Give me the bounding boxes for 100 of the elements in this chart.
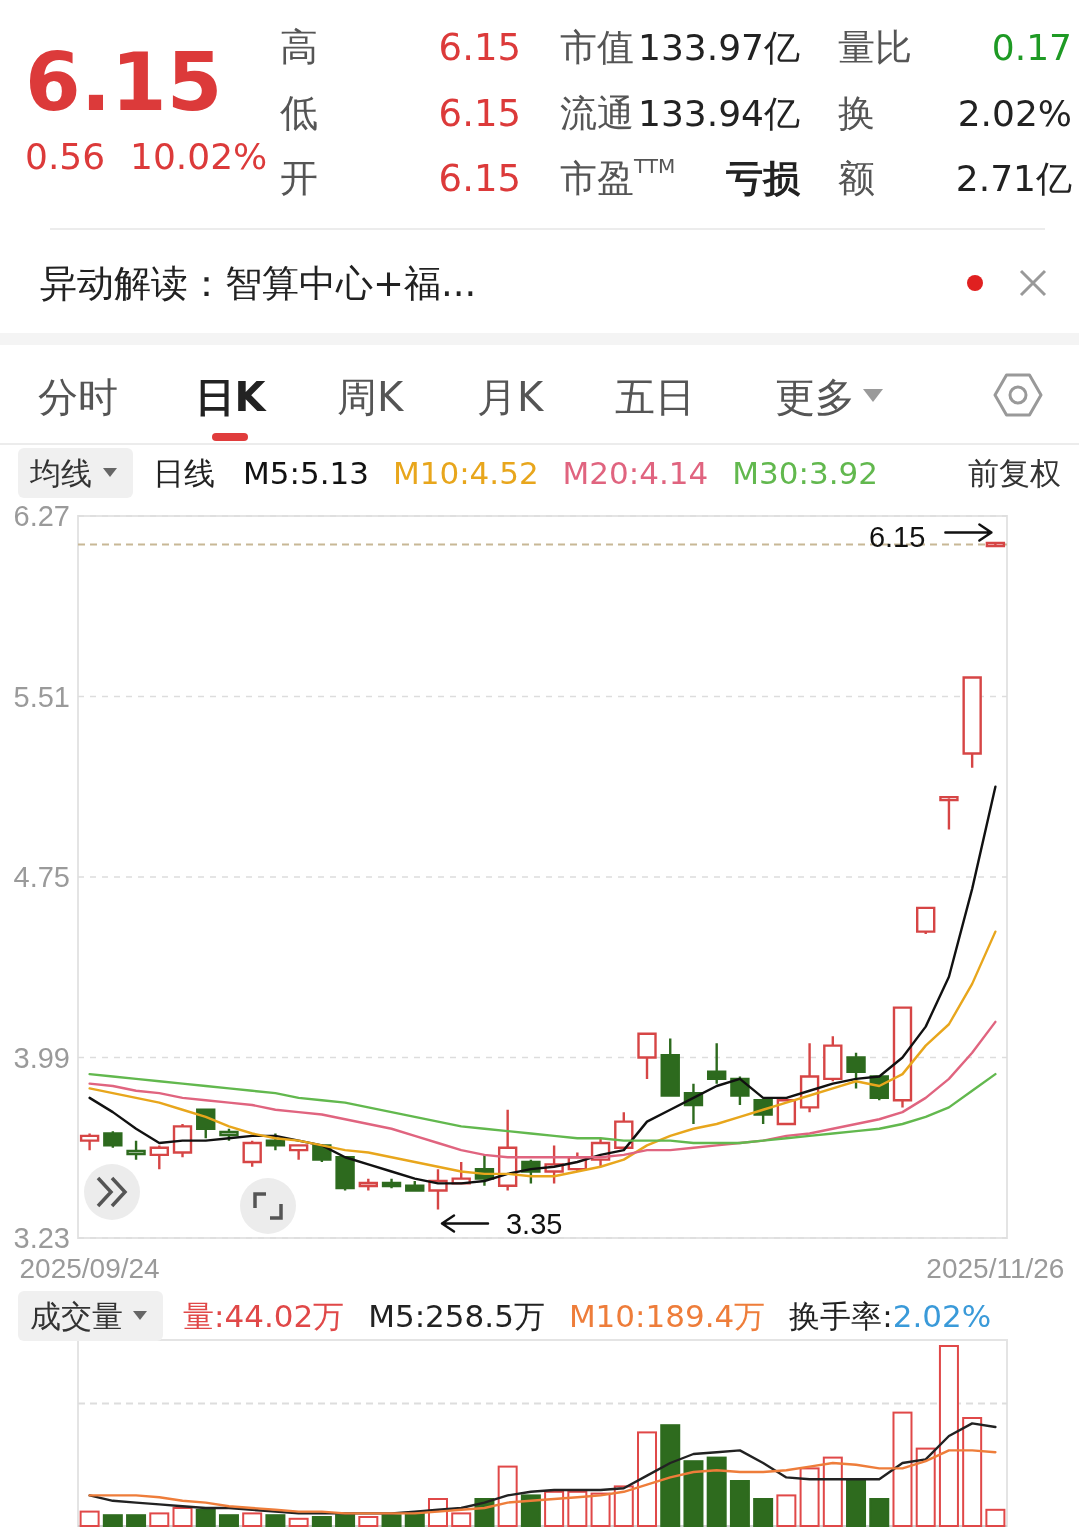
bar <box>218 1514 239 1527</box>
text: 分时 <box>38 374 118 420</box>
bar <box>753 1498 774 1527</box>
line-series <box>88 930 997 1178</box>
y-tick-label: 4.75 <box>13 861 70 893</box>
candlestick <box>335 1156 355 1192</box>
text: 日K <box>194 374 268 420</box>
candlestick <box>381 1177 402 1190</box>
legend-title: 均线 <box>29 455 92 491</box>
text: 开 <box>280 156 318 200</box>
bar <box>985 1508 1006 1527</box>
annotation: 6.15 <box>868 520 926 553</box>
bar <box>242 1512 263 1527</box>
bar <box>451 1512 472 1527</box>
chart-title: 成交量 <box>30 1298 123 1334</box>
bar <box>822 1456 843 1527</box>
candlestick <box>637 1032 657 1081</box>
text: 高 <box>280 25 318 69</box>
text: M30:3.92 <box>732 455 878 491</box>
bar <box>288 1517 309 1527</box>
x-tick-label: 2025/11/26 <box>926 1252 1065 1284</box>
candlestick <box>172 1122 193 1159</box>
bar <box>892 1411 913 1527</box>
text: M10:4.52 <box>392 455 539 491</box>
bar <box>335 1514 356 1527</box>
bar <box>265 1514 286 1527</box>
text: 低 <box>280 91 318 135</box>
line-series <box>88 1020 997 1159</box>
y-tick-label: 3.23 <box>13 1222 70 1254</box>
y-tick-label: 6.27 <box>13 500 70 532</box>
bar <box>915 1447 936 1527</box>
text: 2.02% <box>957 92 1072 134</box>
text: 10.02% <box>130 135 268 177</box>
bar <box>497 1465 518 1527</box>
candlestick <box>962 676 982 769</box>
bar <box>102 1514 123 1527</box>
candlestick <box>126 1139 146 1161</box>
text: 更多 <box>775 374 855 420</box>
bar <box>79 1510 100 1527</box>
candlestick <box>939 795 959 831</box>
candlestick <box>660 1037 680 1097</box>
text: 6.15 <box>438 25 521 69</box>
bar <box>149 1512 170 1527</box>
candlestick <box>916 906 936 936</box>
text: 0.56 <box>25 135 106 177</box>
bar <box>869 1498 890 1527</box>
x-tick-label: 2025/09/24 <box>19 1252 160 1284</box>
candlestick <box>242 1139 262 1168</box>
text: M20:4.14 <box>562 455 709 491</box>
candlestick <box>846 1051 866 1090</box>
candlestick <box>288 1144 309 1161</box>
bar <box>938 1345 959 1527</box>
candlestick <box>823 1034 843 1083</box>
bar <box>729 1480 750 1527</box>
bar <box>520 1494 541 1527</box>
bar <box>567 1490 588 1527</box>
bar <box>683 1460 704 1527</box>
candlestick <box>149 1144 169 1171</box>
text: M10:189.4万 <box>568 1298 766 1334</box>
text: 换 <box>838 91 875 135</box>
bar <box>126 1514 147 1527</box>
bar <box>776 1494 797 1527</box>
candlestick <box>79 1132 100 1152</box>
bar <box>358 1516 379 1527</box>
text: 流通 <box>560 91 634 135</box>
candlestick <box>706 1042 727 1085</box>
bar <box>660 1424 681 1527</box>
candlestick <box>358 1177 379 1192</box>
text: 前复权 <box>968 455 1061 491</box>
text: 6.15 <box>25 35 223 129</box>
bar <box>637 1431 658 1527</box>
annotation: 3.35 <box>505 1207 563 1240</box>
candlestick <box>985 541 1006 548</box>
bar <box>846 1478 867 1527</box>
text: 换手率:2.02% <box>789 1298 992 1334</box>
text: 2.71亿 <box>955 157 1072 199</box>
candlestick <box>103 1129 123 1149</box>
bar <box>590 1492 611 1527</box>
text: 量比 <box>838 25 912 69</box>
text: 日线 <box>153 455 215 491</box>
text: 市盈$^{TTM}$ <box>560 154 676 200</box>
bar <box>799 1467 820 1527</box>
text: 市值 <box>560 25 634 69</box>
text: 6.15 <box>438 91 521 135</box>
bar <box>962 1417 983 1527</box>
text: 133.94亿 <box>638 92 800 134</box>
bar <box>311 1516 332 1527</box>
candlestick <box>405 1179 425 1192</box>
bar <box>172 1507 193 1527</box>
text: M5:258.5万 <box>368 1298 545 1334</box>
text: 亏损 <box>726 156 801 200</box>
line-series <box>88 785 997 1185</box>
line-series <box>88 1072 997 1145</box>
text: 月K <box>476 374 545 420</box>
text: 133.97亿 <box>638 26 800 68</box>
text: 0.17 <box>991 26 1072 68</box>
y-tick-label: 5.51 <box>13 680 70 713</box>
bar <box>195 1508 216 1527</box>
bar <box>381 1514 402 1527</box>
bar <box>706 1456 727 1527</box>
